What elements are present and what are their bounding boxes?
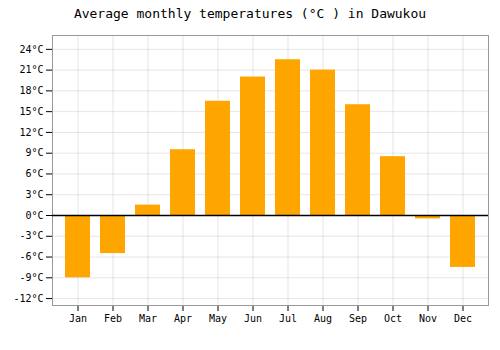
svg-text:-3°C: -3°C bbox=[19, 230, 43, 241]
svg-text:24°C: 24°C bbox=[19, 44, 43, 55]
svg-text:-12°C: -12°C bbox=[13, 293, 43, 304]
svg-text:15°C: 15°C bbox=[19, 106, 43, 117]
svg-text:Jun: Jun bbox=[244, 313, 262, 324]
svg-text:9°C: 9°C bbox=[25, 147, 43, 158]
svg-text:Nov: Nov bbox=[419, 313, 437, 324]
svg-text:12°C: 12°C bbox=[19, 127, 43, 138]
svg-text:Sep: Sep bbox=[349, 313, 367, 324]
svg-text:6°C: 6°C bbox=[25, 168, 43, 179]
svg-text:3°C: 3°C bbox=[25, 189, 43, 200]
svg-text:18°C: 18°C bbox=[19, 85, 43, 96]
svg-text:21°C: 21°C bbox=[19, 64, 43, 75]
svg-text:Jan: Jan bbox=[69, 313, 87, 324]
svg-text:-6°C: -6°C bbox=[19, 251, 43, 262]
svg-text:-9°C: -9°C bbox=[19, 272, 43, 283]
svg-text:Dec: Dec bbox=[454, 313, 472, 324]
svg-text:Mar: Mar bbox=[139, 313, 157, 324]
svg-text:Apr: Apr bbox=[174, 313, 192, 324]
svg-text:May: May bbox=[209, 313, 227, 324]
html-text:Average monthly temperatures (: Average monthly temperatures (°C ) in Da… bbox=[73, 6, 427, 21]
svg-text:0°C: 0°C bbox=[25, 210, 43, 221]
svg-text:Aug: Aug bbox=[314, 313, 332, 324]
svg-text:Feb: Feb bbox=[104, 313, 122, 324]
svg-text:Jul: Jul bbox=[279, 313, 297, 324]
svg-text:Oct: Oct bbox=[384, 313, 402, 324]
